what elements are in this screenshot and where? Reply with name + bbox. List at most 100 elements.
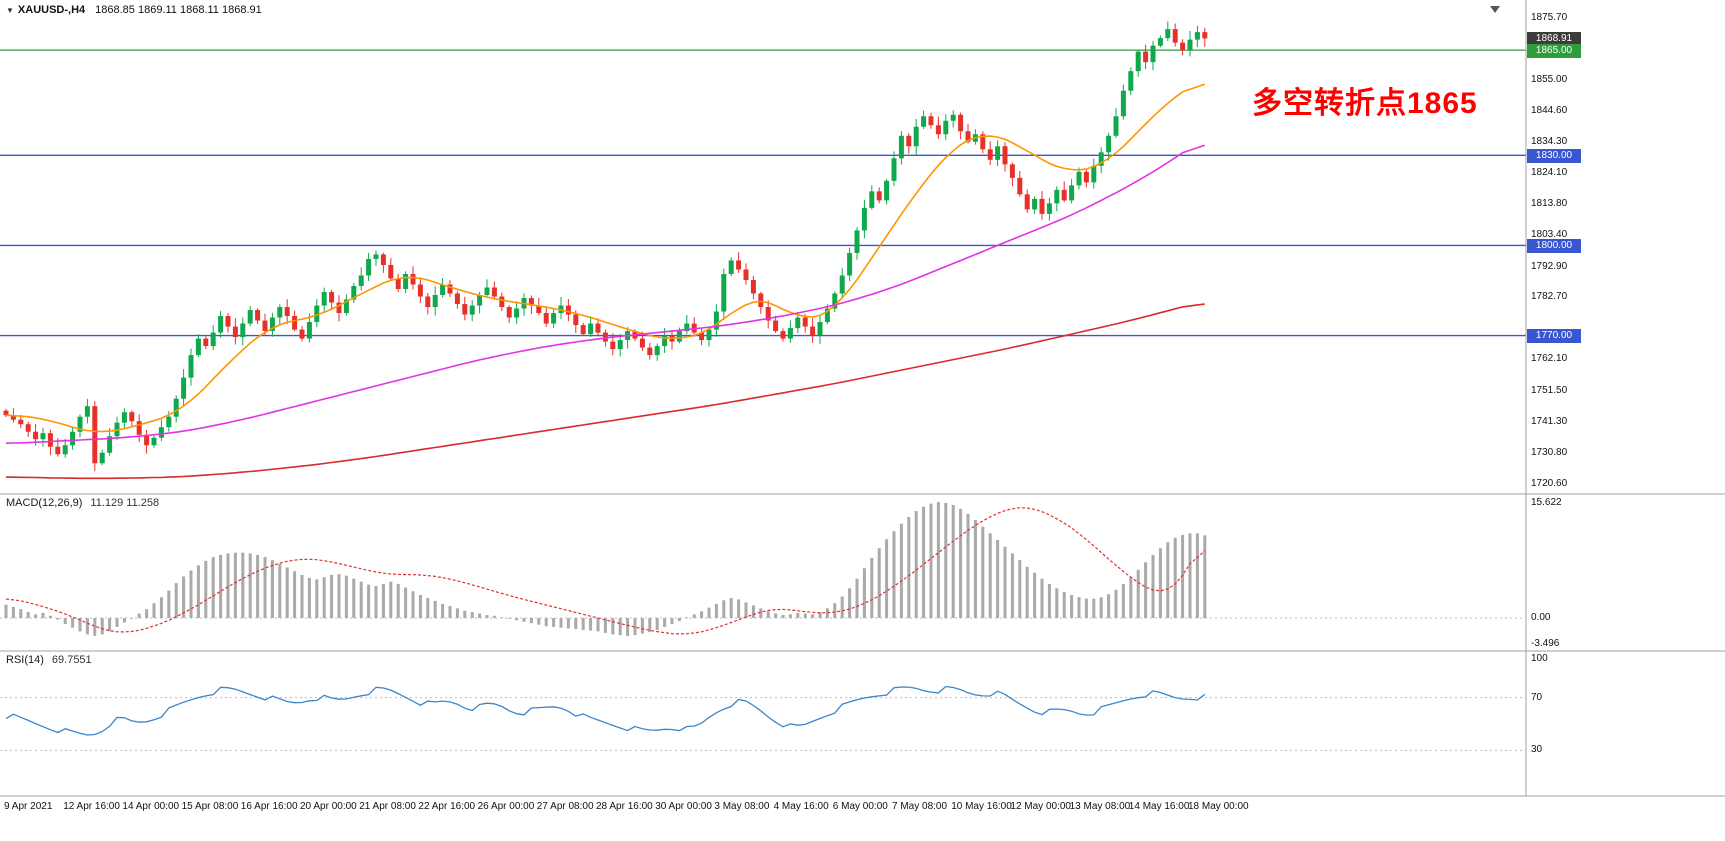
price-tick-label: 1855.00	[1531, 74, 1568, 86]
candle-body	[1202, 32, 1208, 39]
time-axis-label: 28 Apr 16:00	[596, 801, 653, 812]
macd-tick-label: 0.00	[1531, 612, 1551, 624]
macd-histogram-bar	[589, 618, 593, 631]
macd-histogram-bar	[1077, 597, 1081, 619]
macd-histogram-bar	[996, 540, 1000, 619]
macd-histogram-bar	[1203, 535, 1207, 619]
candle-body	[269, 317, 275, 332]
macd-histogram-bar	[907, 517, 911, 619]
candle-body	[765, 307, 771, 321]
rsi-line	[5, 685, 1206, 736]
macd-histogram-bar	[307, 577, 311, 619]
candle-body	[25, 424, 31, 432]
candle-body	[336, 302, 342, 314]
macd-histogram-bar	[670, 618, 674, 624]
candle-body	[676, 331, 682, 342]
macd-histogram-bar	[71, 618, 75, 628]
candle-body	[721, 273, 727, 312]
candle-body	[595, 323, 601, 333]
candle-body	[181, 377, 187, 399]
macd-histogram-bar	[626, 618, 630, 636]
macd-histogram-bar	[655, 618, 659, 630]
time-axis-label: 30 Apr 00:00	[655, 801, 712, 812]
candle-body	[647, 347, 653, 356]
candle-body	[99, 452, 105, 464]
time-axis-label: 12 Apr 16:00	[63, 801, 120, 812]
annotation-text[interactable]: 多空转折点1865	[1252, 87, 1478, 120]
macd-histogram-bar	[300, 574, 304, 619]
candle-body	[173, 398, 179, 417]
candle-body	[884, 180, 890, 201]
macd-histogram-bar	[1136, 569, 1140, 619]
macd-histogram-bar	[11, 606, 15, 619]
candle-body	[773, 320, 779, 332]
candle-body	[921, 116, 927, 127]
macd-histogram-bar	[811, 614, 815, 619]
macd-histogram-bar	[692, 614, 696, 619]
macd-histogram-bar	[381, 583, 385, 619]
candle-body	[388, 264, 394, 279]
rsi-panel-header: RSI(14) 69.7551	[6, 654, 92, 666]
macd-histogram-bar	[19, 609, 23, 619]
candle-body	[514, 308, 520, 318]
candle-body	[950, 114, 956, 121]
price-badge-blue-line: 1770.00	[1527, 329, 1581, 344]
time-axis[interactable]: 9 Apr 2021 12 Apr 16:00 14 Apr 00:00 15 Apr…	[0, 801, 1526, 817]
macd-histogram-bar	[848, 588, 852, 619]
macd-histogram-bar	[174, 583, 178, 619]
macd-histogram-bar	[944, 502, 948, 619]
macd-histogram-bar	[189, 570, 193, 619]
candle-body	[1017, 177, 1023, 195]
candle-body	[699, 332, 705, 341]
macd-histogram-bar	[796, 612, 800, 619]
candle-body	[1083, 171, 1089, 183]
price-badge-green-line: 1865.00	[1527, 43, 1581, 58]
macd-histogram-bar	[544, 618, 548, 627]
macd-histogram-bar	[315, 579, 319, 619]
macd-histogram-bar	[788, 614, 792, 619]
macd-histogram-bar	[344, 575, 348, 619]
candle-body	[1135, 51, 1141, 72]
macd-histogram-bar	[892, 531, 896, 619]
macd-histogram-bar	[285, 567, 289, 619]
ma-slow-line	[5, 303, 1205, 480]
macd-histogram-bar	[574, 618, 578, 630]
candle-body	[1165, 29, 1171, 39]
macd-histogram-bar	[500, 617, 504, 619]
candle-body	[662, 335, 668, 347]
macd-histogram-bar	[552, 618, 556, 627]
macd-histogram-bar	[396, 583, 400, 619]
candle-body	[425, 296, 431, 308]
symbol-collapse-icon[interactable]: ▼	[6, 6, 14, 15]
time-axis-label: 9 Apr 2021	[4, 801, 53, 812]
candle-body	[232, 326, 238, 338]
macd-histogram-bar	[581, 618, 585, 630]
candle-body	[1187, 39, 1193, 51]
macd-histogram-bar	[145, 609, 149, 619]
macd-histogram-bar	[973, 519, 977, 619]
candle-body	[40, 433, 46, 440]
candle-body	[343, 299, 349, 314]
candle-body	[1150, 45, 1156, 63]
candle-body	[876, 191, 882, 201]
macd-histogram-bar	[196, 565, 200, 619]
candle-body	[62, 445, 68, 455]
macd-histogram-bar	[677, 618, 681, 622]
macd-histogram-bar	[529, 618, 533, 624]
candle-body	[817, 322, 823, 336]
macd-histogram-bar	[833, 603, 837, 619]
macd-histogram-bar	[152, 603, 156, 619]
macd-histogram-bar	[714, 603, 718, 619]
macd-histogram-bar	[685, 617, 689, 619]
candle-body	[410, 273, 416, 285]
price-tick-label: 1751.50	[1531, 385, 1568, 397]
macd-histogram-bar	[1158, 548, 1162, 619]
macd-histogram-bar	[936, 502, 940, 619]
candle-body	[277, 307, 283, 318]
candle-body	[854, 230, 860, 253]
candle-body	[262, 320, 268, 332]
macd-histogram-bar	[633, 618, 637, 636]
price-tick-label: 1730.80	[1531, 447, 1568, 459]
time-axis-label: 6 May 00:00	[832, 801, 888, 812]
